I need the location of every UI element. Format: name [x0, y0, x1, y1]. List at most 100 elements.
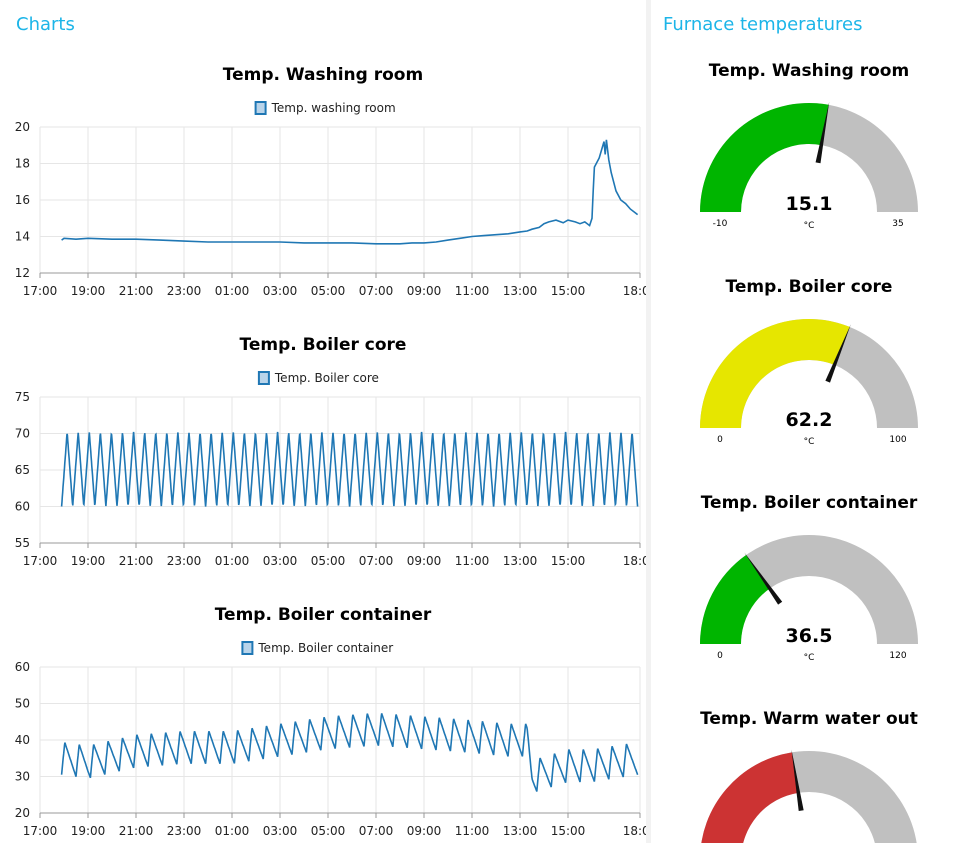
- x-tick-label: 03:00: [263, 284, 298, 298]
- x-tick-label: 07:00: [359, 284, 394, 298]
- x-tick-label: 09:00: [407, 554, 442, 568]
- x-tick-label: 17:00: [23, 554, 58, 568]
- x-tick-label: 05:00: [311, 554, 346, 568]
- y-tick-label: 18: [15, 157, 30, 171]
- gauge-needle: [815, 101, 830, 164]
- y-tick-label: 20: [15, 120, 30, 134]
- gauge-value: 36.5: [786, 625, 833, 647]
- charts-panel: Charts Temp. Washing room Temp. washing r…: [0, 0, 646, 843]
- gauge-value: 62.2: [786, 409, 833, 431]
- gauge-unit: °C: [804, 653, 815, 663]
- legend-label: Temp. washing room: [271, 101, 396, 115]
- y-tick-label: 14: [15, 230, 30, 244]
- legend-swatch[interactable]: [257, 371, 270, 385]
- charts-canvas: Temp. Washing room Temp. washing room 12 14…: [15, 65, 646, 838]
- chart-title: Temp. Boiler container: [215, 605, 432, 625]
- x-tick-label: 13:00: [503, 824, 538, 838]
- gauge-title: Temp. Washing room: [709, 61, 909, 81]
- y-tick-label: 40: [15, 733, 30, 747]
- gauge-max-label: 35: [892, 219, 903, 229]
- legend-swatch[interactable]: [241, 641, 254, 655]
- x-tick-label: 18:00: [623, 284, 646, 298]
- charts-section-title: Charts: [16, 14, 75, 35]
- x-tick-label: 01:00: [215, 824, 250, 838]
- x-tick-label: 01:00: [215, 554, 250, 568]
- y-tick-label: 65: [15, 463, 30, 477]
- x-tick-label: 21:00: [119, 554, 154, 568]
- y-tick-label: 20: [15, 806, 30, 820]
- x-tick-label: 11:00: [455, 284, 490, 298]
- y-tick-label: 50: [15, 697, 30, 711]
- gauge-min-label: 0: [717, 435, 723, 445]
- chart-title: Temp. Washing room: [223, 65, 423, 85]
- x-tick-label: 07:00: [359, 554, 394, 568]
- gauges-canvas: Temp. Washing room 15.1 °C -10 35 Temp. Boile…: [700, 61, 918, 843]
- chart-3: Temp. Boiler container Temp. Boiler conta…: [15, 605, 646, 838]
- y-tick-label: 12: [15, 266, 30, 280]
- x-tick-label: 03:00: [263, 824, 298, 838]
- gauge-2: Temp. Boiler core 62.2 °C 0 100: [700, 277, 918, 447]
- x-tick-label: 05:00: [311, 824, 346, 838]
- x-tick-label: 05:00: [311, 284, 346, 298]
- y-tick-label: 55: [15, 536, 30, 550]
- legend-label: Temp. Boiler core: [274, 371, 379, 385]
- x-tick-label: 11:00: [455, 824, 490, 838]
- y-tick-label: 60: [15, 500, 30, 514]
- x-tick-label: 17:00: [23, 824, 58, 838]
- gauge-1: Temp. Washing room 15.1 °C -10 35: [700, 61, 918, 231]
- x-tick-label: 15:00: [551, 554, 586, 568]
- gauge-value: 15.1: [786, 193, 833, 215]
- x-tick-label: 09:00: [407, 284, 442, 298]
- gauge-fill: [700, 102, 829, 212]
- gauge-title: Temp. Boiler container: [701, 493, 918, 513]
- x-tick-label: 03:00: [263, 554, 298, 568]
- y-tick-label: 75: [15, 390, 30, 404]
- gauge-needle: [744, 552, 783, 605]
- y-tick-label: 70: [15, 427, 30, 441]
- x-tick-label: 23:00: [167, 824, 202, 838]
- gauge-fill: [700, 554, 770, 644]
- gauge-title: Temp. Boiler core: [726, 277, 893, 297]
- x-tick-label: 18:00: [623, 554, 646, 568]
- x-tick-label: 21:00: [119, 824, 154, 838]
- y-tick-label: 30: [15, 770, 30, 784]
- x-tick-label: 15:00: [551, 284, 586, 298]
- gauge-fill: [700, 319, 850, 428]
- gauge-needle: [791, 749, 804, 812]
- chart-1: Temp. Washing room Temp. washing room 12 14…: [15, 65, 646, 298]
- chart-2: Temp. Boiler core Temp. Boiler core 55 60 65…: [15, 335, 646, 568]
- x-tick-label: 21:00: [119, 284, 154, 298]
- x-tick-label: 13:00: [503, 554, 538, 568]
- x-tick-label: 19:00: [71, 554, 106, 568]
- gauge-max-label: 120: [889, 651, 906, 661]
- legend-swatch[interactable]: [254, 101, 267, 115]
- x-tick-label: 01:00: [215, 284, 250, 298]
- gauge-title: Temp. Warm water out: [700, 709, 918, 729]
- x-tick-label: 19:00: [71, 284, 106, 298]
- gauge-unit: °C: [804, 221, 815, 231]
- gauge-max-label: 100: [889, 435, 906, 445]
- x-tick-label: 07:00: [359, 824, 394, 838]
- series-line: [61, 139, 639, 245]
- y-tick-label: 16: [15, 193, 30, 207]
- gauge-3: Temp. Boiler container 36.5 °C 0 120: [700, 493, 918, 663]
- x-tick-label: 13:00: [503, 284, 538, 298]
- chart-title: Temp. Boiler core: [240, 335, 407, 355]
- gauge-track: [700, 535, 918, 644]
- x-tick-label: 23:00: [167, 284, 202, 298]
- x-tick-label: 15:00: [551, 824, 586, 838]
- gauges-section-title: Furnace temperatures: [663, 14, 863, 35]
- gauge-unit: °C: [804, 437, 815, 447]
- x-tick-label: 19:00: [71, 824, 106, 838]
- x-tick-label: 11:00: [455, 554, 490, 568]
- x-tick-label: 09:00: [407, 824, 442, 838]
- x-tick-label: 18:00: [623, 824, 646, 838]
- y-tick-label: 60: [15, 660, 30, 674]
- gauge-min-label: 0: [717, 651, 723, 661]
- gauge-needle: [825, 324, 851, 383]
- gauges-panel: Furnace temperatures Temp. Washing room 1…: [651, 0, 974, 843]
- series-line: [60, 431, 639, 507]
- x-tick-label: 23:00: [167, 554, 202, 568]
- legend-label: Temp. Boiler container: [257, 641, 393, 655]
- gauge-fill: [701, 752, 799, 843]
